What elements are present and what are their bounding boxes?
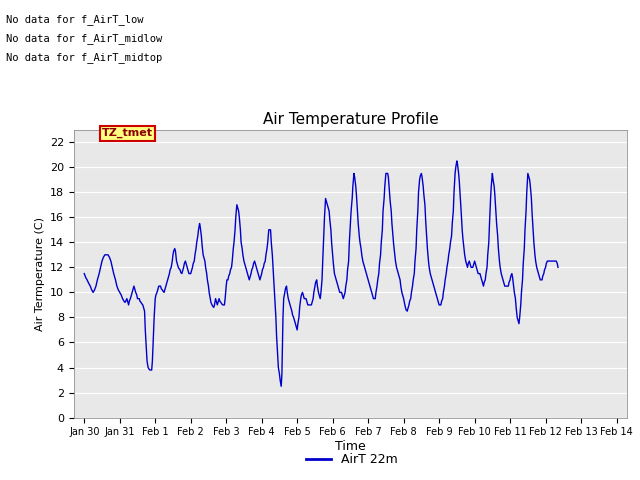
X-axis label: Time: Time: [335, 440, 366, 453]
Text: TZ_tmet: TZ_tmet: [102, 128, 153, 138]
Text: No data for f_AirT_low: No data for f_AirT_low: [6, 13, 144, 24]
Y-axis label: Air Termperature (C): Air Termperature (C): [35, 216, 45, 331]
Text: No data for f_AirT_midtop: No data for f_AirT_midtop: [6, 52, 163, 63]
Title: Air Temperature Profile: Air Temperature Profile: [262, 112, 438, 127]
Legend: AirT 22m: AirT 22m: [301, 448, 403, 471]
Text: No data for f_AirT_midlow: No data for f_AirT_midlow: [6, 33, 163, 44]
